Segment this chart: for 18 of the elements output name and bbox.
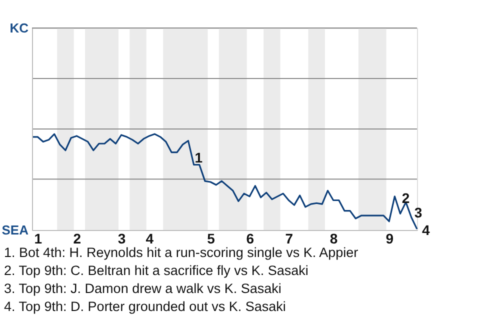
text: 4. Top 9th: D. Porter grounded out vs K. Sasaki [4,299,286,314]
x-tick-label: 6 [246,230,254,246]
x-tick-label: 1 [34,230,42,246]
text: 1. Bot 4th: H. Reynolds hit a run-scoring single vs K. Appier [4,245,359,260]
text: 2. Top 9th: C. Beltran hit a sacrifice fly vs K. Sasaki [4,263,308,278]
x-tick-label: 4 [146,230,154,246]
annotation: 1 [194,150,203,166]
x-tick-label: 3 [118,230,126,246]
x-tick-label: 8 [330,230,338,246]
x-tick-label: 5 [207,230,216,246]
annotation: 2 [402,190,410,206]
x-tick-label: 7 [285,230,294,246]
text: KC [10,20,30,36]
x-tick-label: 9 [386,230,394,246]
text: 3. Top 9th: J. Damon drew a walk vs K. Sasaki [4,281,282,296]
text: SEA [2,222,30,238]
annotation: 3 [414,204,422,221]
x-tick-label: 2 [73,230,82,246]
